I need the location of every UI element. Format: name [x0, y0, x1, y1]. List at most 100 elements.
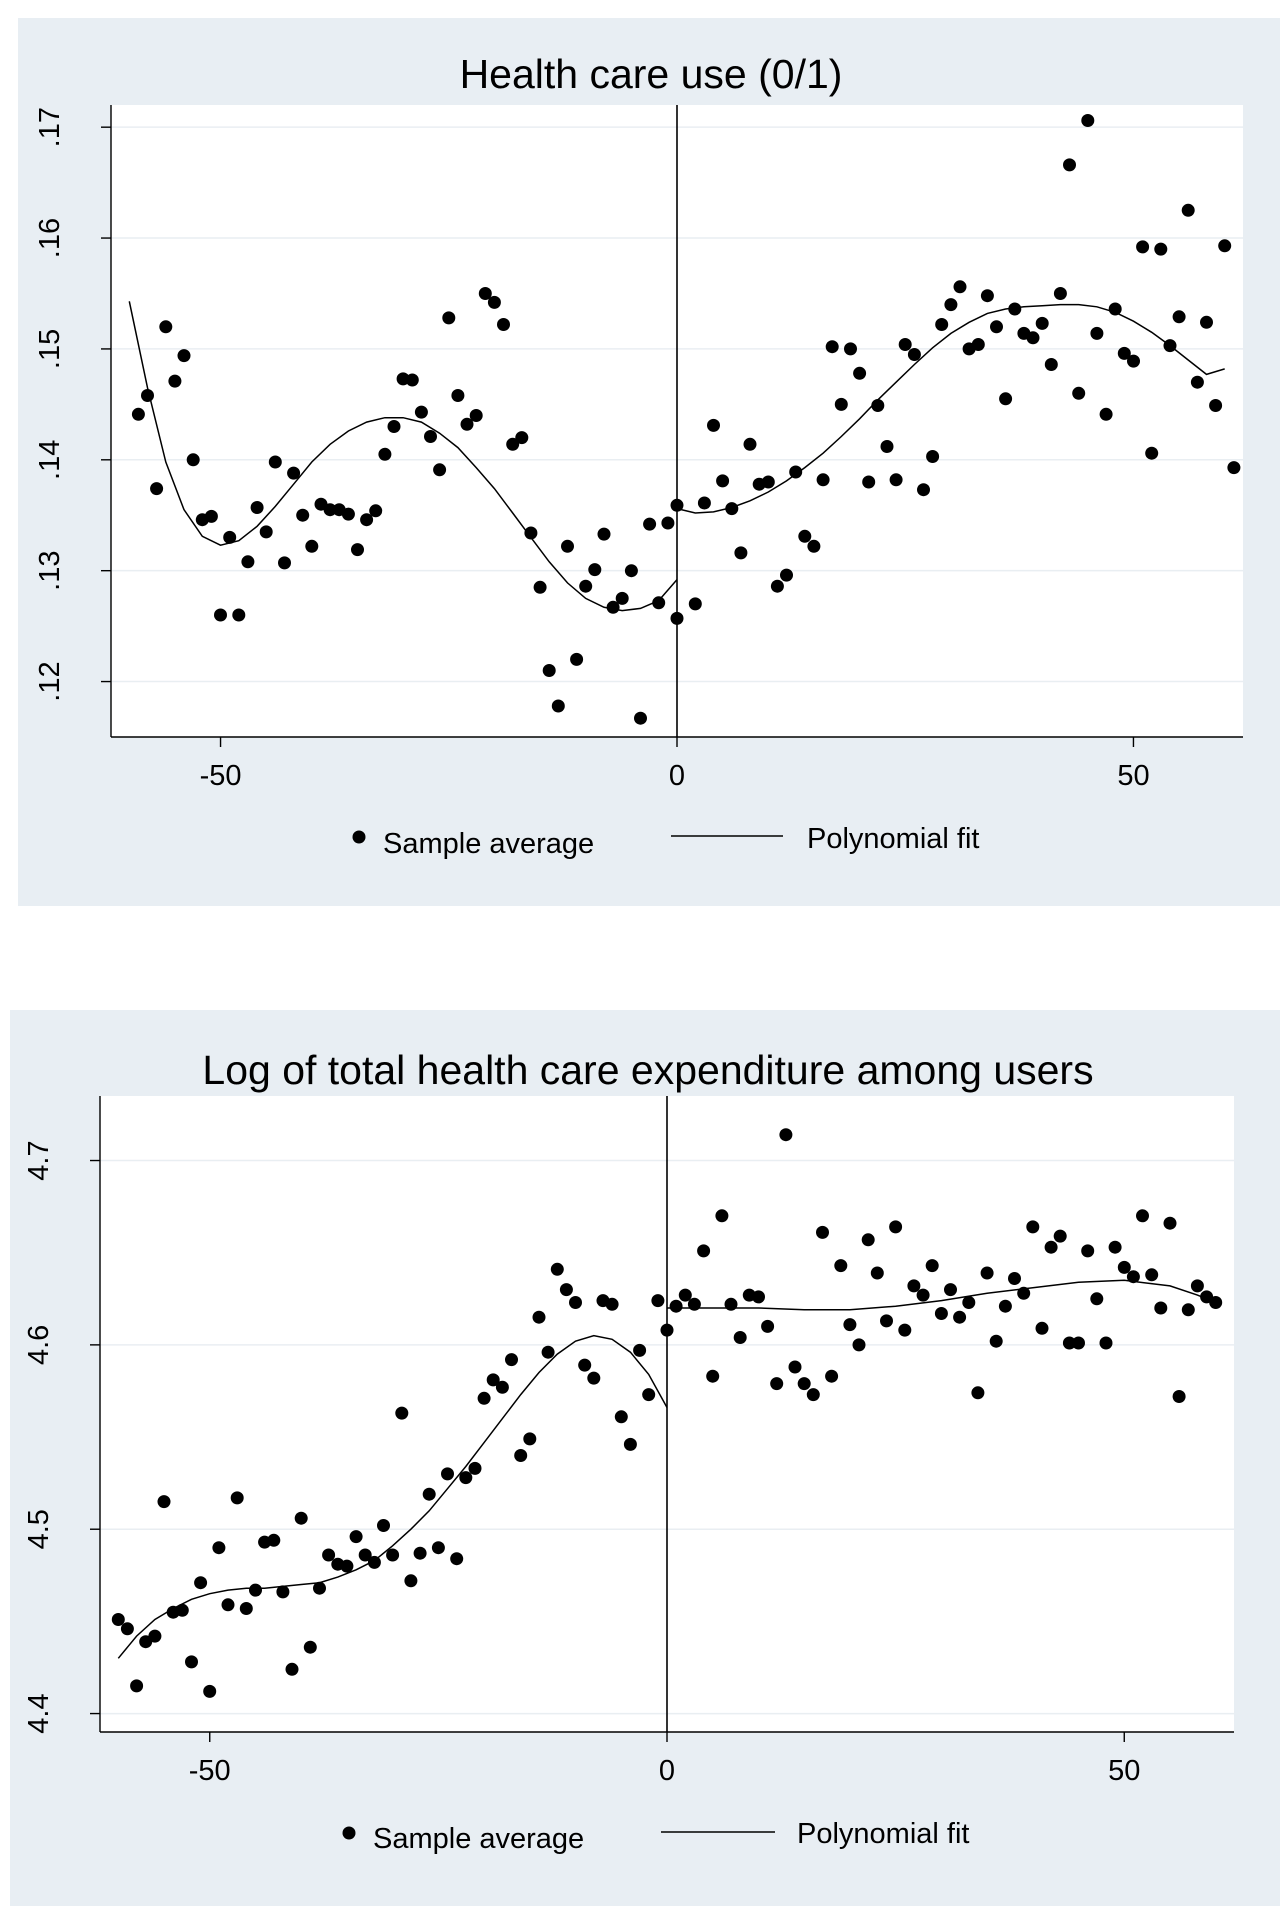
sample-average-point: [351, 543, 364, 557]
sample-average-point: [278, 556, 291, 570]
sample-average-point: [214, 608, 227, 622]
sample-average-point: [212, 1541, 226, 1555]
legend-line-label: Polynomial fit: [797, 1818, 969, 1850]
sample-average-point: [770, 579, 784, 593]
sample-average-point: [1099, 407, 1113, 421]
sample-average-point: [761, 1319, 775, 1333]
sample-average-point: [917, 483, 930, 497]
sample-average-point: [926, 450, 940, 463]
sample-average-point: [340, 1559, 354, 1573]
sample-average-point: [239, 1602, 253, 1615]
sample-average-point: [377, 1519, 390, 1532]
sample-average-point: [1026, 1220, 1040, 1234]
sample-average-point: [387, 420, 401, 433]
x-tick-label: -50: [189, 1755, 231, 1787]
sample-average-point: [148, 1629, 162, 1643]
sample-average-point: [433, 463, 447, 477]
sample-average-point: [716, 474, 730, 488]
x-tick-label: 50: [1108, 1755, 1140, 1787]
sample-average-point: [1136, 1209, 1149, 1223]
sample-average-point: [916, 1288, 930, 1302]
sample-average-point: [715, 1209, 729, 1223]
sample-average-point: [313, 1581, 326, 1595]
sample-average-point: [367, 1555, 381, 1569]
sample-average-point: [652, 596, 666, 610]
sample-average-point: [971, 1386, 985, 1400]
sample-average-point: [532, 1310, 546, 1324]
sample-average-point: [634, 711, 647, 725]
sample-average-point: [150, 482, 164, 496]
x-tick-label: -50: [200, 760, 242, 792]
sample-average-point: [405, 373, 419, 387]
sample-average-point: [569, 1296, 582, 1309]
sample-average-point: [431, 1541, 445, 1555]
sample-average-point: [670, 498, 684, 512]
sample-average-point: [825, 1369, 839, 1383]
sample-average-point: [1072, 386, 1086, 400]
sample-average-point: [1190, 375, 1204, 389]
sample-average-point: [358, 1548, 372, 1562]
sample-average-point: [1035, 316, 1049, 330]
sample-average-point: [669, 1299, 683, 1313]
sample-average-point: [221, 1598, 235, 1612]
sample-average-point: [623, 1437, 637, 1451]
sample-average-point: [524, 526, 538, 540]
sample-average-point: [706, 1369, 720, 1383]
sample-average-point: [605, 1297, 619, 1311]
sample-average-point: [168, 374, 182, 388]
polynomial-fit-layer: [128, 301, 1225, 612]
y-tick-label: .12: [34, 661, 66, 701]
sample-average-point: [661, 516, 675, 530]
x-tick-label: 0: [669, 760, 685, 792]
sample-average-point: [111, 1613, 125, 1626]
sample-average-point: [341, 507, 355, 521]
sample-average-point: [998, 1299, 1012, 1313]
sample-average-point: [1044, 358, 1058, 371]
sample-average-point: [789, 465, 803, 479]
sample-average-point: [1145, 446, 1159, 460]
y-tick-label: .15: [34, 329, 66, 369]
sample-average-point: [1200, 315, 1213, 329]
sample-average-point: [1072, 1336, 1085, 1350]
sample-average-point: [651, 1294, 665, 1308]
sample-average-point: [296, 508, 310, 522]
sample-average-point: [578, 1358, 592, 1372]
sample-average-point: [1163, 1216, 1177, 1230]
sample-average-point: [1163, 339, 1177, 353]
sample-average-point: [276, 1585, 290, 1599]
sample-average-point: [468, 1461, 482, 1475]
sample-average-point: [925, 1259, 939, 1273]
sample-average-point: [880, 1314, 893, 1328]
sample-average-point: [1145, 1268, 1159, 1282]
sample-average-point: [1172, 1390, 1186, 1403]
y-tick-label: 4.7: [23, 1140, 55, 1180]
sample-average-point: [1209, 399, 1223, 412]
sample-average-point: [550, 1262, 564, 1276]
sample-average-point: [450, 1552, 464, 1566]
sample-average-point: [1209, 1296, 1223, 1309]
sample-average-point: [523, 1432, 537, 1446]
sample-average-point: [788, 1360, 802, 1374]
sample-average-point: [287, 466, 301, 480]
axis-ticks: 4.4 4.5 4.6 4.7 -50 0 50: [23, 1140, 1140, 1787]
sample-average-point: [724, 1297, 738, 1311]
sample-average-point: [980, 1266, 994, 1280]
sample-average-point: [990, 320, 1003, 334]
sample-average-point: [642, 1388, 656, 1402]
sample-average-point: [852, 1338, 866, 1352]
sample-average-point: [761, 475, 775, 489]
sample-average-point: [579, 579, 593, 593]
sample-average-point: [451, 389, 465, 402]
sample-average-point: [688, 597, 702, 611]
polynomial-fit-right: [667, 1279, 1216, 1311]
sample-average-point: [953, 1310, 967, 1324]
sample-average-point: [323, 503, 337, 517]
sample-average-point: [1008, 302, 1022, 316]
sample-average-point: [780, 568, 793, 582]
sample-average-point: [606, 600, 620, 614]
sample-average-point: [1172, 310, 1186, 324]
sample-average-point: [944, 298, 958, 312]
sample-average-point: [497, 318, 510, 331]
y-tick-label: .14: [34, 440, 66, 480]
sample-average-point: [798, 529, 812, 543]
